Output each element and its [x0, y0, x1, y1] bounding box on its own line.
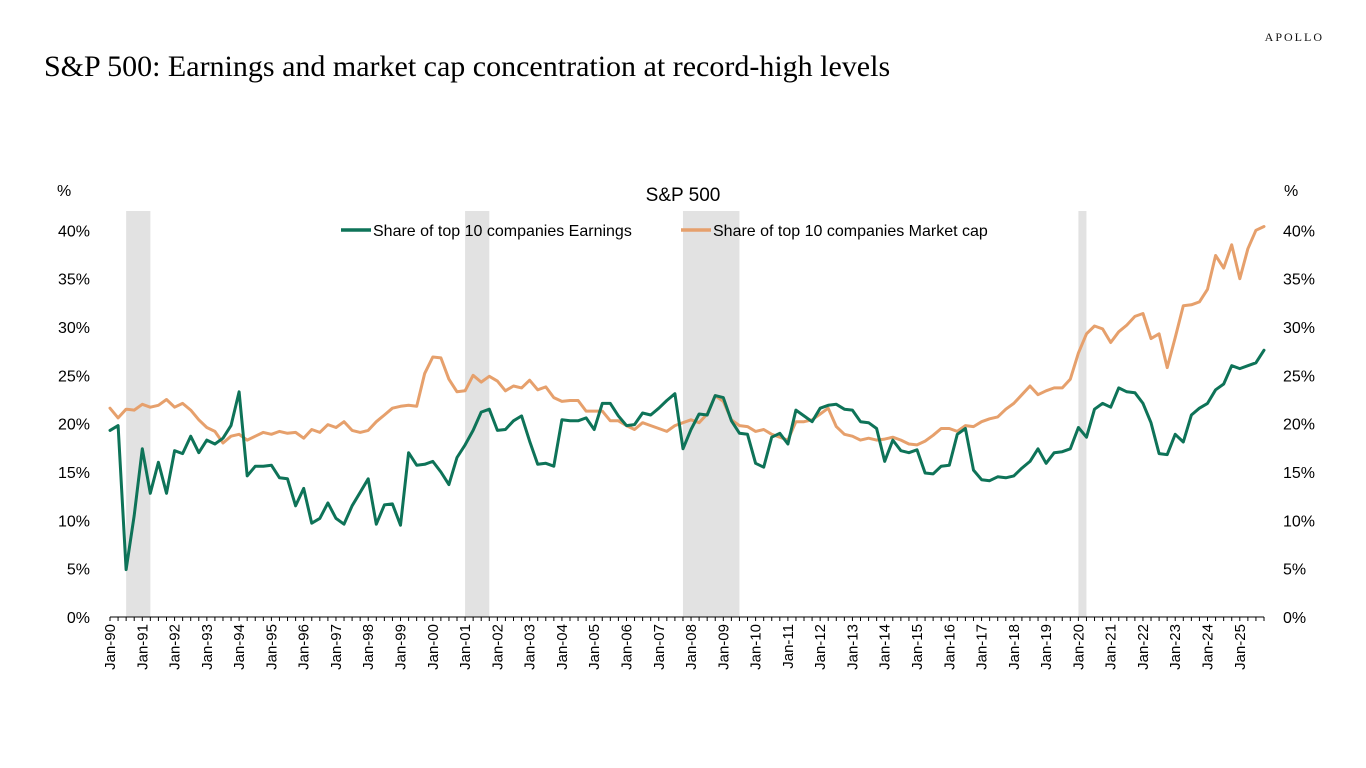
x-tick-label: Jan-93	[199, 624, 216, 670]
x-tick-label: Jan-18	[1006, 624, 1023, 670]
x-tick-label: Jan-08	[683, 624, 700, 670]
y-tick-label-left: 10%	[58, 513, 90, 530]
y-tick-label-left: 0%	[67, 610, 90, 627]
x-tick-label: Jan-95	[263, 624, 280, 670]
x-tick-label: Jan-06	[618, 624, 635, 670]
y-tick-label-right: 20%	[1283, 417, 1315, 434]
x-tick-label: Jan-23	[1167, 624, 1184, 670]
x-tick-label: Jan-91	[134, 624, 151, 670]
y-tick-label-right: 0%	[1283, 610, 1306, 627]
y-tick-label-left: 15%	[58, 465, 90, 482]
y-axis-right-ticks: 0% 5% 10% 15% 20% 25% 30% 35% 40%	[1283, 223, 1315, 627]
x-tick-label: Jan-90	[102, 624, 119, 670]
x-tick-label: Jan-20	[1070, 624, 1087, 670]
x-tick-label: Jan-99	[393, 624, 410, 670]
y-tick-label-right: 15%	[1283, 465, 1315, 482]
x-tick-label: Jan-11	[780, 624, 797, 669]
x-tick-label: Jan-13	[844, 624, 861, 670]
recession-band	[1078, 211, 1087, 617]
recession-band	[126, 211, 151, 617]
recession-band	[465, 211, 490, 617]
x-tick-label: Jan-07	[651, 624, 668, 670]
legend-label-earnings: Share of top 10 companies Earnings	[373, 223, 632, 240]
x-tick-label: Jan-09	[715, 624, 732, 670]
x-tick-label: Jan-15	[909, 624, 926, 670]
x-tick-label: Jan-98	[360, 624, 377, 670]
y-tick-label-left: 25%	[58, 368, 90, 385]
x-tick-label: Jan-19	[1038, 624, 1055, 670]
x-tick-label: Jan-25	[1232, 624, 1249, 670]
y-tick-label-right: 10%	[1283, 513, 1315, 530]
x-tick-label: Jan-02	[489, 624, 506, 670]
legend-label-market-cap: Share of top 10 companies Market cap	[713, 223, 988, 240]
x-tick-label: Jan-12	[812, 624, 829, 670]
x-tick-label: Jan-14	[877, 624, 894, 670]
x-tick-label: Jan-24	[1200, 624, 1217, 670]
x-tick-label: Jan-92	[167, 624, 184, 670]
y-axis-left-label: %	[57, 183, 71, 200]
y-tick-label-left: 35%	[58, 272, 90, 289]
y-tick-label-right: 35%	[1283, 272, 1315, 289]
y-tick-label-left: 5%	[67, 562, 90, 579]
x-tick-label: Jan-04	[554, 624, 571, 670]
y-axis-left-ticks: 0% 5% 10% 15% 20% 25% 30% 35% 40%	[58, 223, 90, 627]
x-tick-label: Jan-97	[328, 624, 345, 670]
x-tick-label: Jan-22	[1135, 624, 1152, 670]
recession-band	[682, 211, 740, 617]
y-tick-label-left: 20%	[58, 417, 90, 434]
y-tick-label-left: 40%	[58, 223, 90, 240]
x-tick-label: Jan-10	[748, 624, 765, 670]
x-tick-label: Jan-05	[586, 624, 603, 670]
series-lines	[108, 225, 1266, 572]
x-tick-label: Jan-00	[425, 624, 442, 670]
legend: Share of top 10 companies Earnings Share…	[341, 223, 988, 240]
page-title: S&P 500: Earnings and market cap concent…	[44, 50, 891, 83]
series-line-market-cap	[108, 225, 1266, 447]
x-tick-label: Jan-96	[296, 624, 313, 670]
x-tick-label: Jan-17	[974, 624, 991, 670]
x-tick-label: Jan-21	[1103, 624, 1120, 670]
y-tick-label-right: 30%	[1283, 320, 1315, 337]
x-tick-label: Jan-03	[522, 624, 539, 670]
x-tick-label: Jan-16	[941, 624, 958, 670]
x-tick-label: Jan-01	[457, 624, 474, 670]
y-tick-label-right: 40%	[1283, 223, 1315, 240]
y-tick-label-right: 5%	[1283, 562, 1306, 579]
brand-logo: APOLLO	[1264, 30, 1324, 44]
chart-title: S&P 500	[646, 185, 721, 206]
y-axis-right-label: %	[1284, 183, 1298, 200]
x-tick-label: Jan-94	[231, 624, 248, 670]
y-tick-label-right: 25%	[1283, 368, 1315, 385]
x-axis-ticks: Jan-90 Jan-91 Jan-92 Jan-93 Jan-94 Jan-95 Jan-…	[102, 617, 1265, 670]
y-tick-label-left: 30%	[58, 320, 90, 337]
series-line-earnings	[108, 348, 1266, 572]
